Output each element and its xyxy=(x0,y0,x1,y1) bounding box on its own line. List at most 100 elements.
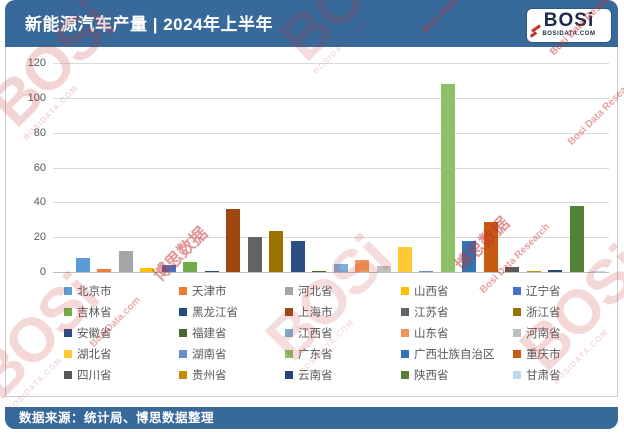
legend-swatch-icon xyxy=(179,370,187,379)
chart-panel: 0 20 40 60 80 100 120 北京市 天津市 河北省 山西省 辽宁省 吉林省 黑龙江省 上海… xyxy=(5,47,618,397)
legend-swatch-icon xyxy=(401,370,409,379)
bar-slot xyxy=(201,63,222,272)
legend-label: 江苏省 xyxy=(414,306,449,319)
bar-slot xyxy=(480,63,501,272)
legend-swatch-icon xyxy=(285,328,293,337)
legend-swatch-icon xyxy=(285,370,293,379)
y-tick-label: 100 xyxy=(27,91,46,104)
bar-slot xyxy=(330,63,351,272)
bar xyxy=(312,271,327,272)
legend-label: 天津市 xyxy=(192,285,227,298)
legend-swatch-icon xyxy=(401,349,409,358)
bar-slot xyxy=(179,63,200,272)
gridline xyxy=(53,63,609,64)
bar-slot xyxy=(287,63,308,272)
bar xyxy=(505,267,520,272)
legend-swatch-icon xyxy=(64,286,72,295)
legend-label: 甘肃省 xyxy=(526,369,561,382)
legend-swatch-icon xyxy=(401,328,409,337)
plot-area xyxy=(72,63,609,272)
bar xyxy=(204,271,219,272)
bar-slot xyxy=(308,63,329,272)
legend-item: 河南省 xyxy=(513,326,608,340)
legend-item: 湖北省 xyxy=(64,347,179,361)
legend-label: 湖北省 xyxy=(77,348,112,361)
legend-item: 江苏省 xyxy=(401,305,513,319)
legend-item: 辽宁省 xyxy=(513,284,608,298)
y-tick-label: 40 xyxy=(33,196,46,209)
legend-swatch-icon xyxy=(513,349,521,358)
legend-swatch-icon xyxy=(179,307,187,316)
bar-slot xyxy=(373,63,394,272)
legend-swatch-icon xyxy=(401,307,409,316)
bar-slot xyxy=(93,63,114,272)
gridline xyxy=(53,132,609,134)
legend-swatch-icon xyxy=(285,286,293,295)
legend-swatch-icon xyxy=(64,349,72,358)
legend-item: 湖南省 xyxy=(179,347,285,361)
legend-item: 吉林省 xyxy=(64,305,179,319)
gridline xyxy=(53,237,609,239)
bar-slot xyxy=(566,63,587,272)
gridline xyxy=(53,97,609,99)
bar-slot xyxy=(545,63,566,272)
legend-swatch-icon xyxy=(64,307,72,316)
legend-swatch-icon xyxy=(513,328,521,337)
legend-item: 福建省 xyxy=(179,326,285,340)
bar xyxy=(440,84,455,272)
legend-swatch-icon xyxy=(64,370,72,379)
legend-label: 湖南省 xyxy=(192,348,227,361)
bar xyxy=(548,270,563,272)
bar-slot xyxy=(115,63,136,272)
data-source-text: 数据来源：统计局、博思数据整理 xyxy=(19,411,215,425)
legend-label: 四川省 xyxy=(77,369,112,382)
bar xyxy=(290,241,305,272)
legend-swatch-icon xyxy=(513,370,521,379)
bar xyxy=(526,271,541,272)
legend-label: 辽宁省 xyxy=(526,285,561,298)
legend-item: 四川省 xyxy=(64,368,179,382)
bar xyxy=(269,231,284,272)
logo-domain-text: BOSIDATA.COM xyxy=(542,31,596,37)
legend-item: 河北省 xyxy=(285,284,401,298)
legend-label: 河南省 xyxy=(526,327,561,340)
legend-swatch-icon xyxy=(513,286,521,295)
legend-label: 重庆市 xyxy=(526,348,561,361)
legend-item: 陕西省 xyxy=(401,368,513,382)
legend-item: 广西壮族自治区 xyxy=(401,347,513,361)
bar-slot xyxy=(72,63,93,272)
bar xyxy=(333,264,348,272)
bar-slot xyxy=(588,63,609,272)
legend-label: 北京市 xyxy=(77,285,112,298)
bar xyxy=(118,251,133,272)
page-title: 新能源汽车产量 | 2024年上半年 xyxy=(25,15,274,34)
legend-item: 上海市 xyxy=(285,305,401,319)
y-tick-label: 80 xyxy=(33,126,46,139)
bar xyxy=(226,209,241,272)
legend-item: 甘肃省 xyxy=(513,368,608,382)
bar-slot xyxy=(265,63,286,272)
legend-item: 江西省 xyxy=(285,326,401,340)
legend-label: 吉林省 xyxy=(77,306,112,319)
bar-slot xyxy=(459,63,480,272)
legend-swatch-icon xyxy=(179,328,187,337)
bar xyxy=(140,268,155,272)
bar xyxy=(183,262,198,272)
legend-item: 山西省 xyxy=(401,284,513,298)
y-tick-label: 0 xyxy=(39,266,46,278)
bar-slot xyxy=(394,63,415,272)
legend-item: 云南省 xyxy=(285,368,401,382)
legend-label: 安徽省 xyxy=(77,327,112,340)
gridline xyxy=(53,202,609,204)
legend-label: 浙江省 xyxy=(526,306,561,319)
legend-item: 天津市 xyxy=(179,284,285,298)
y-tick-label: 20 xyxy=(33,231,46,244)
bar-slot xyxy=(437,63,458,272)
legend-swatch-icon xyxy=(285,349,293,358)
legend-swatch-icon xyxy=(285,307,293,316)
legend-label: 山东省 xyxy=(414,327,449,340)
legend-swatch-icon xyxy=(64,328,72,337)
legend-label: 广西壮族自治区 xyxy=(414,348,495,361)
bar-slot xyxy=(222,63,243,272)
legend-label: 云南省 xyxy=(298,369,333,382)
